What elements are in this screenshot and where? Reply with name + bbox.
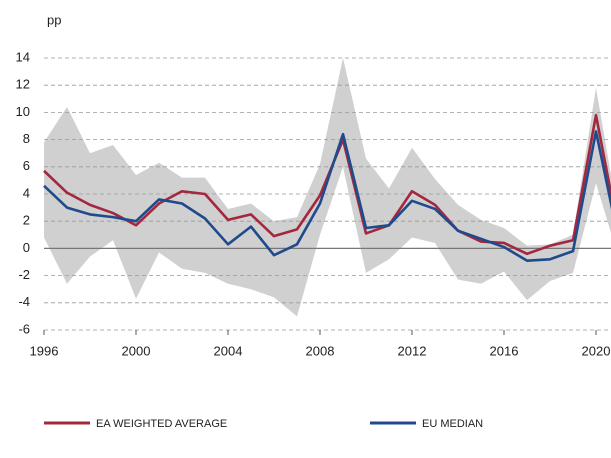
x-tick-label: 2000: [122, 343, 151, 358]
range-band: [44, 58, 611, 317]
y-tick-label: 4: [23, 185, 30, 200]
y-tick-label: 14: [16, 49, 30, 64]
y-tick-label: -6: [18, 321, 30, 336]
y-tick-label: 0: [23, 240, 30, 255]
y-tick-label: -2: [18, 267, 30, 282]
x-tick-label: 2008: [306, 343, 335, 358]
y-tick-label: -4: [18, 294, 30, 309]
y-tick-label: 6: [23, 158, 30, 173]
x-tick-label: 2016: [490, 343, 519, 358]
y-axis-label: pp: [47, 12, 61, 27]
series-line: [43, 130, 611, 262]
legend-label: EU MEDIAN: [422, 418, 483, 430]
x-tick-label: 2004: [214, 343, 243, 358]
legend-label: EA WEIGHTED AVERAGE: [96, 418, 227, 430]
x-tick-label: 2012: [398, 343, 427, 358]
y-tick-label: 10: [16, 104, 30, 119]
x-tick-label: 2020: [582, 343, 611, 358]
y-tick-label: 2: [23, 213, 30, 228]
y-tick-label: 12: [16, 77, 30, 92]
y-tick-label: 8: [23, 131, 30, 146]
x-tick-label: 1996: [30, 343, 59, 358]
